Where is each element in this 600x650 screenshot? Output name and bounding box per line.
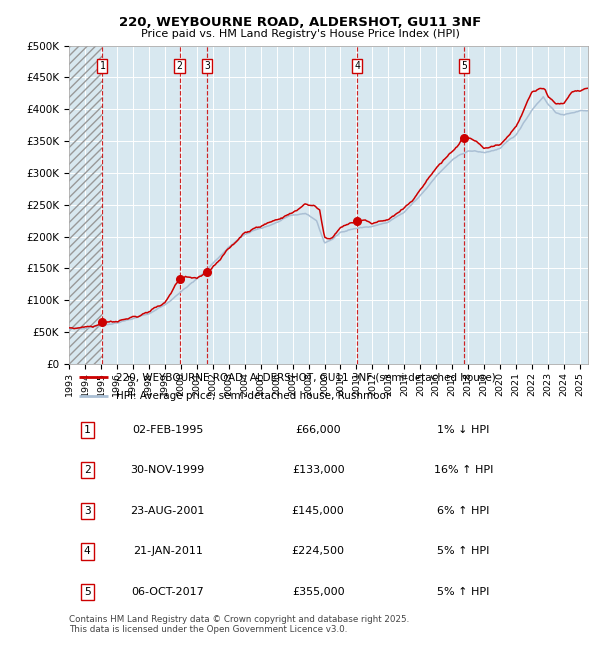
Text: 30-NOV-1999: 30-NOV-1999: [130, 465, 205, 475]
Text: 220, WEYBOURNE ROAD, ALDERSHOT, GU11 3NF (semi-detached house): 220, WEYBOURNE ROAD, ALDERSHOT, GU11 3NF…: [116, 372, 496, 382]
Text: 1: 1: [84, 425, 91, 435]
Text: 3: 3: [84, 506, 91, 516]
Bar: [69, 46, 103, 364]
Text: £133,000: £133,000: [292, 465, 344, 475]
Text: 2: 2: [176, 61, 182, 72]
Text: 02-FEB-1995: 02-FEB-1995: [132, 425, 203, 435]
Text: £145,000: £145,000: [292, 506, 344, 516]
Text: 23-AUG-2001: 23-AUG-2001: [130, 506, 205, 516]
Text: Contains HM Land Registry data © Crown copyright and database right 2025.
This d: Contains HM Land Registry data © Crown c…: [69, 615, 409, 634]
Text: HPI: Average price, semi-detached house, Rushmoor: HPI: Average price, semi-detached house,…: [116, 391, 390, 401]
Text: 21-JAN-2011: 21-JAN-2011: [133, 547, 203, 556]
Text: 220, WEYBOURNE ROAD, ALDERSHOT, GU11 3NF: 220, WEYBOURNE ROAD, ALDERSHOT, GU11 3NF: [119, 16, 481, 29]
Text: 1: 1: [100, 61, 106, 72]
Text: 5% ↑ HPI: 5% ↑ HPI: [437, 587, 490, 597]
Text: 5: 5: [84, 587, 91, 597]
Text: 16% ↑ HPI: 16% ↑ HPI: [434, 465, 493, 475]
Text: 06-OCT-2017: 06-OCT-2017: [131, 587, 204, 597]
Text: 4: 4: [355, 61, 360, 72]
Text: £66,000: £66,000: [295, 425, 341, 435]
Text: £224,500: £224,500: [292, 547, 344, 556]
Text: 4: 4: [84, 547, 91, 556]
Text: Price paid vs. HM Land Registry's House Price Index (HPI): Price paid vs. HM Land Registry's House …: [140, 29, 460, 39]
Text: 2: 2: [84, 465, 91, 475]
Text: 6% ↑ HPI: 6% ↑ HPI: [437, 506, 490, 516]
Text: 3: 3: [204, 61, 210, 72]
Text: 5% ↑ HPI: 5% ↑ HPI: [437, 547, 490, 556]
Text: 1% ↓ HPI: 1% ↓ HPI: [437, 425, 490, 435]
Text: £355,000: £355,000: [292, 587, 344, 597]
Text: 5: 5: [461, 61, 467, 72]
